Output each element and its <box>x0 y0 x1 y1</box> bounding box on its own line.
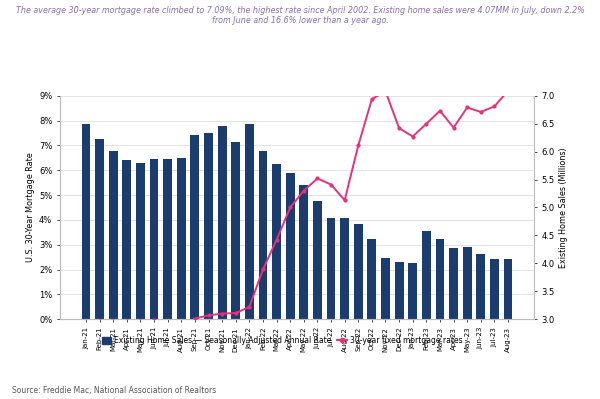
Bar <box>82 124 91 319</box>
Bar <box>122 160 131 319</box>
Text: Source: Freddie Mac, National Association of Realtors: Source: Freddie Mac, National Associatio… <box>12 386 216 395</box>
Legend: Existing Home Sales — Seasonally Adjusted Annual Rate, 30-year fixed mortgage ra: Existing Home Sales — Seasonally Adjuste… <box>98 333 466 348</box>
Bar <box>286 174 295 319</box>
Bar <box>381 258 390 319</box>
Bar <box>436 239 445 319</box>
Bar <box>503 259 512 319</box>
Bar <box>354 224 362 319</box>
Bar <box>463 247 472 319</box>
Bar <box>218 126 227 319</box>
Bar <box>259 150 268 319</box>
Y-axis label: Existing Home Sales (Millions): Existing Home Sales (Millions) <box>559 147 568 268</box>
Bar <box>190 135 199 319</box>
Bar <box>395 262 404 319</box>
Bar <box>109 151 118 319</box>
Bar <box>422 231 431 319</box>
Bar <box>340 217 349 319</box>
Bar <box>272 164 281 319</box>
Bar <box>449 248 458 319</box>
Bar <box>149 160 158 319</box>
Bar <box>232 142 240 319</box>
Bar <box>409 263 417 319</box>
Bar <box>299 185 308 319</box>
Bar <box>136 163 145 319</box>
Bar <box>476 255 485 319</box>
Bar <box>245 124 254 319</box>
Bar <box>367 239 376 319</box>
Bar <box>326 218 335 319</box>
Bar <box>163 159 172 319</box>
Bar <box>490 259 499 319</box>
Bar <box>204 132 213 319</box>
Bar <box>313 201 322 319</box>
Bar <box>95 139 104 319</box>
Y-axis label: U.S. 30-Year Mortgage Rate: U.S. 30-Year Mortgage Rate <box>26 152 35 263</box>
Text: The average 30-year mortgage rate climbed to 7.09%, the highest rate since April: The average 30-year mortgage rate climbe… <box>16 6 584 26</box>
Bar <box>177 158 185 319</box>
